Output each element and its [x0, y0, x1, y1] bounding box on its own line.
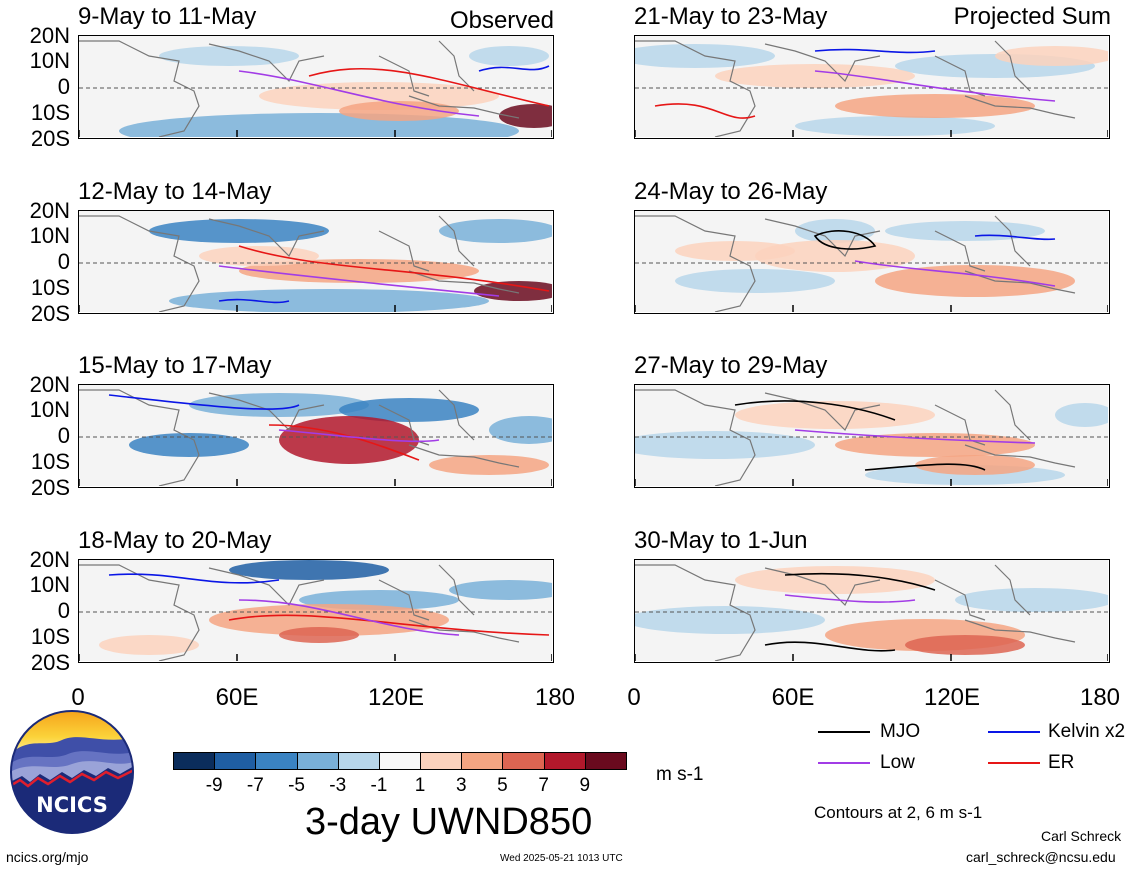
projected-sum-label: Projected Sum: [953, 3, 1111, 30]
ncics-logo: NCICS: [10, 710, 134, 834]
map-panel-6: [634, 210, 1110, 314]
lat-label: 0: [57, 423, 70, 448]
map-panel-8: [634, 559, 1110, 663]
panel-title-4: 18-May to 20-May: [78, 527, 272, 554]
legend-swatch-mjo: [818, 731, 870, 733]
lat-label: 20S: [30, 126, 70, 151]
map-panel-4: [78, 559, 554, 663]
map-panel-2: [78, 210, 554, 314]
logo-text: NCICS: [36, 793, 108, 817]
colorbar-tick: -1: [370, 775, 388, 796]
lat-label: 10N: [29, 397, 70, 422]
lon-label-0-left: 0: [71, 684, 85, 711]
legend-label-low: Low: [880, 752, 915, 773]
lon-label-180-left: 180: [534, 684, 576, 711]
colorbar-tick: 3: [455, 775, 467, 796]
colorbar-box: [378, 752, 422, 770]
legend-swatch-low: [818, 762, 870, 764]
colorbar-box: [296, 752, 339, 770]
lat-label: 10N: [29, 572, 70, 597]
lat-label: 20N: [29, 23, 70, 48]
lon-label-120e-left: 120E: [367, 684, 425, 711]
footer-url[interactable]: ncics.org/mjo: [6, 849, 89, 865]
footer-author: Carl Schreck: [1041, 828, 1122, 844]
colorbar-tick: 7: [538, 775, 549, 796]
colorbar-box: [214, 752, 257, 770]
map-panel-5: [634, 35, 1110, 139]
colorbar: [173, 752, 627, 772]
legend-label-kelvin: Kelvin x2: [1048, 721, 1126, 742]
colorbar-box: [420, 752, 463, 770]
colorbar-box: [173, 752, 216, 770]
lat-label: 10N: [29, 48, 70, 73]
lat-label: 20N: [29, 372, 70, 397]
colorbar-unit: m s-1: [656, 764, 704, 785]
colorbar-tick: 5: [497, 775, 508, 796]
lon-label-180-right: 180: [1079, 684, 1121, 711]
legend-label-er: ER: [1048, 752, 1075, 773]
main-title: 3-day UWND850: [305, 801, 593, 843]
lat-label: 20S: [30, 475, 70, 500]
observed-label: Observed: [449, 7, 554, 34]
footer-timestamp: Wed 2025-05-21 1013 UTC: [500, 853, 623, 864]
colorbar-box: [337, 752, 380, 770]
lat-label: 0: [57, 598, 70, 623]
lat-label: 20S: [30, 301, 70, 326]
colorbar-tick: -3: [329, 775, 347, 796]
lat-label: 20N: [29, 547, 70, 572]
colorbar-box: [255, 752, 298, 770]
lon-label-60e-right: 60E: [771, 684, 815, 711]
map-panel-7: [634, 384, 1110, 488]
panel-title-3: 15-May to 17-May: [78, 352, 272, 379]
map-panel-3: [78, 384, 554, 488]
map-panel-1: [78, 35, 554, 139]
lat-label: 0: [57, 249, 70, 274]
panel-title-8: 30-May to 1-Jun: [634, 527, 808, 554]
colorbar-box: [461, 752, 504, 770]
panel-title-7: 27-May to 29-May: [634, 352, 828, 379]
colorbar-tick: 9: [579, 775, 591, 796]
colorbar-tick: -9: [205, 775, 223, 796]
legend-swatch-er: [988, 762, 1040, 764]
colorbar-box: [584, 752, 627, 770]
contour-note: Contours at 2, 6 m s-1: [814, 803, 983, 822]
colorbar-tick: -5: [288, 775, 305, 796]
colorbar-tick: -7: [246, 775, 264, 796]
colorbar-tick: 1: [414, 775, 426, 796]
lat-label: 0: [57, 74, 70, 99]
lon-label-0-right: 0: [627, 684, 641, 711]
lat-label: 10S: [30, 100, 70, 125]
panel-title-1: 9-May to 11-May: [78, 3, 257, 30]
lat-label: 10S: [30, 624, 70, 649]
legend-swatch-kelvin: [988, 731, 1040, 733]
lat-label: 20N: [29, 198, 70, 223]
footer-email[interactable]: carl_schreck@ncsu.edu: [966, 849, 1116, 865]
lat-label: 10N: [29, 223, 70, 248]
panel-title-5: 21-May to 23-May: [634, 3, 828, 30]
lat-label: 10S: [30, 275, 70, 300]
panel-title-6: 24-May to 26-May: [634, 178, 828, 205]
panel-title-2: 12-May to 14-May: [78, 178, 272, 205]
colorbar-box: [502, 752, 545, 770]
lon-label-60e-left: 60E: [215, 684, 259, 711]
lon-label-120e-right: 120E: [923, 684, 981, 711]
lat-label: 20S: [30, 650, 70, 675]
lat-label: 10S: [30, 449, 70, 474]
legend-label-mjo: MJO: [880, 721, 921, 742]
colorbar-box: [543, 752, 586, 770]
